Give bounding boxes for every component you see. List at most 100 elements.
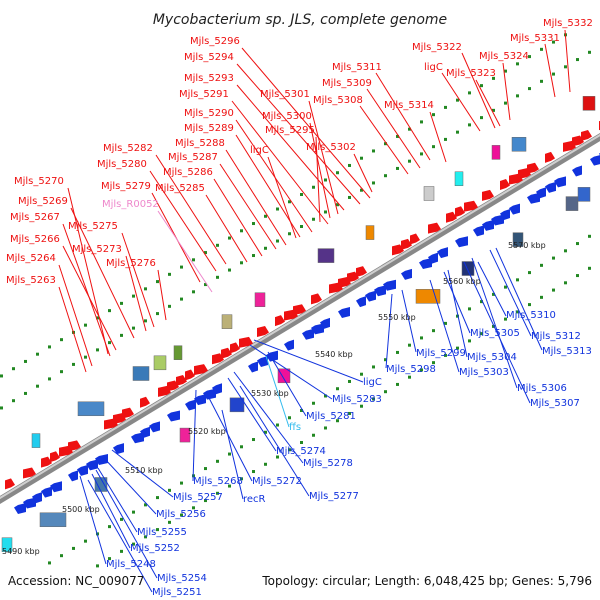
topology-text: Topology: circular; Length: 6,048,425 bp… <box>261 574 592 588</box>
gene-label[interactable]: Mjls_5289 <box>184 123 234 134</box>
tick-dot <box>552 72 555 76</box>
gene-label[interactable]: ligC <box>250 145 269 156</box>
gene-label[interactable]: Mjls_5252 <box>130 543 180 554</box>
gene-label[interactable]: Mjls_5268 <box>193 476 243 487</box>
callout-line <box>308 100 339 215</box>
gene-label[interactable]: Mjls_5283 <box>332 394 382 405</box>
gene-label-rna[interactable]: Mjls_R0052 <box>102 199 159 210</box>
gene-label[interactable]: Mjls_5288 <box>175 138 225 149</box>
gene-label[interactable]: Mjls_5290 <box>184 108 234 119</box>
gene-label[interactable]: Mjls_5309 <box>322 78 372 89</box>
gene-label[interactable]: Mjls_5324 <box>479 51 529 62</box>
tick-dot <box>216 491 219 495</box>
gene-label[interactable]: Mjls_5276 <box>106 258 156 269</box>
gene-label-ffs[interactable]: ffs <box>289 422 301 433</box>
gene-label[interactable]: Mjls_5300 <box>262 111 312 122</box>
tick-dot <box>120 333 123 337</box>
gene-label[interactable]: Mjls_5263 <box>6 275 56 286</box>
gene-label[interactable]: ligC <box>363 377 382 388</box>
gene-label[interactable]: Mjls_5256 <box>156 509 206 520</box>
gene-label[interactable]: Mjls_5332 <box>543 18 593 29</box>
gene-label[interactable]: Mjls_5311 <box>332 62 382 73</box>
gene-label[interactable]: Mjls_5285 <box>155 183 205 194</box>
gene-label[interactable]: Mjls_5302 <box>306 142 356 153</box>
tick-dot <box>168 272 171 276</box>
tick-dot <box>312 401 315 405</box>
gene-label[interactable]: Mjls_5314 <box>384 100 434 111</box>
gene-arrow <box>50 481 62 493</box>
gene-label[interactable]: Mjls_5291 <box>179 89 229 100</box>
gene-label[interactable]: Mjls_5251 <box>152 587 202 598</box>
gene-label[interactable]: Mjls_5277 <box>309 491 359 502</box>
gene-label[interactable]: Mjls_5270 <box>14 176 64 187</box>
gene-label[interactable]: Mjls_5274 <box>276 446 326 457</box>
tick-dot <box>132 510 135 514</box>
gene-label[interactable]: Mjls_5313 <box>542 346 592 357</box>
tick-dot <box>96 316 99 320</box>
callout-line <box>157 269 167 321</box>
gene-label[interactable]: Mjls_5296 <box>190 36 240 47</box>
callout-line <box>192 389 197 482</box>
gene-label[interactable]: Mjls_5307 <box>530 398 580 409</box>
gene-label[interactable]: Mjls_5306 <box>517 383 567 394</box>
gene-label[interactable]: Mjls_5275 <box>68 221 118 232</box>
tick-dot <box>300 225 303 228</box>
gene-label[interactable]: Mjls_5248 <box>106 559 156 570</box>
gene-label[interactable]: Mjls_5279 <box>101 181 151 192</box>
tick-dot <box>72 546 75 550</box>
gene-label[interactable]: Mjls_5269 <box>18 196 68 207</box>
gene-label[interactable]: Mjls_5305 <box>470 328 520 339</box>
gene-label[interactable]: Mjls_5322 <box>412 42 462 53</box>
gene-arrow <box>320 317 330 329</box>
callout-line <box>265 355 290 428</box>
gene-label[interactable]: Mjls_5293 <box>184 73 234 84</box>
tick-dot <box>120 517 123 521</box>
gene-label[interactable]: Mjls_5295 <box>265 125 315 136</box>
gene-label[interactable]: Mjls_5280 <box>97 159 147 170</box>
gene-label[interactable]: Mjls_5310 <box>506 310 556 321</box>
gene-label[interactable]: recR <box>243 494 266 505</box>
gene-label[interactable]: Mjls_5298 <box>386 364 436 375</box>
tick-dot <box>384 390 387 394</box>
gene-label[interactable]: Mjls_5308 <box>313 95 363 106</box>
gene-label[interactable]: Mjls_5294 <box>184 52 234 63</box>
gene-label[interactable]: Mjls_5331 <box>510 33 560 44</box>
gene-label[interactable]: Mjls_5267 <box>10 212 60 223</box>
gene-label[interactable]: Mjls_5286 <box>163 167 213 178</box>
gene-block <box>77 401 105 417</box>
gene-label[interactable]: Mjls_5257 <box>173 492 223 503</box>
tick-dot <box>96 564 99 568</box>
gene-label[interactable]: Mjls_5264 <box>6 253 56 264</box>
callout-line <box>463 261 531 404</box>
gene-arrow <box>293 304 306 316</box>
tick-dot <box>240 261 243 265</box>
gene-label[interactable]: Mjls_5273 <box>72 244 122 255</box>
gene-label[interactable]: ligC <box>424 62 443 73</box>
gene-label[interactable]: Mjls_5281 <box>306 411 356 422</box>
callout-line <box>62 245 117 351</box>
gene-label[interactable]: Mjls_5287 <box>168 152 218 163</box>
tick-dot <box>144 535 147 539</box>
gene-label[interactable]: Mjls_5255 <box>137 527 187 538</box>
gene-arrow <box>68 440 81 452</box>
gene-label[interactable]: Mjls_5301 <box>260 89 310 100</box>
tick-dot <box>504 101 507 105</box>
gene-arrow <box>257 326 269 338</box>
gene-label[interactable]: Mjls_5323 <box>446 68 496 79</box>
gene-label[interactable]: Mjls_5304 <box>467 352 517 363</box>
gene-label[interactable]: Mjls_5278 <box>303 458 353 469</box>
gene-label[interactable]: Mjls_5282 <box>103 143 153 154</box>
callout-line <box>443 271 471 334</box>
gene-label[interactable]: Mjls_5272 <box>252 476 302 487</box>
tick-dot <box>396 166 399 170</box>
callout-line <box>149 170 217 272</box>
gene-label[interactable]: Mjls_5303 <box>459 367 509 378</box>
tick-dot <box>24 391 27 395</box>
tick-dot <box>228 268 231 272</box>
tick-dot <box>348 411 351 415</box>
gene-label[interactable]: Mjls_5266 <box>10 234 60 245</box>
gene-label[interactable]: Mjls_5299 <box>416 348 466 359</box>
gene-label[interactable]: Mjls_5254 <box>157 573 207 584</box>
gene-label[interactable]: Mjls_5312 <box>531 331 581 342</box>
genome-backbone <box>0 132 600 505</box>
